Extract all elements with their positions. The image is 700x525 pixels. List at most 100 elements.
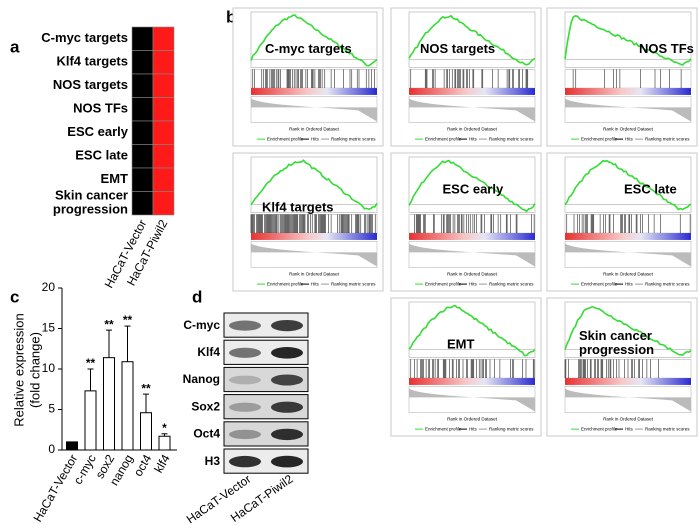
legend-label: Hits bbox=[625, 426, 633, 431]
rank-gradient bbox=[251, 233, 377, 240]
panel-label: b bbox=[226, 7, 236, 26]
protein-label: Klf4 bbox=[197, 345, 220, 359]
heatmap-cell bbox=[131, 97, 154, 122]
legend-label: Ranking metric scores bbox=[645, 136, 690, 141]
x-tick-label: oct4 bbox=[131, 452, 155, 479]
legend-label: Ranking metric scores bbox=[331, 136, 376, 141]
gsea-title: ESC early bbox=[443, 182, 504, 197]
es-curve bbox=[564, 305, 692, 356]
legend-label: Ranking metric scores bbox=[331, 281, 376, 286]
legend-label: Hits bbox=[311, 136, 319, 141]
significance: ** bbox=[104, 317, 114, 331]
x-axis-label: Rank in Ordered Dataset bbox=[603, 417, 654, 422]
row-label: ESC early bbox=[67, 124, 128, 139]
x-axis-label: Rank in Ordered Dataset bbox=[447, 127, 498, 132]
rank-gradient bbox=[565, 233, 691, 240]
es-curve bbox=[250, 14, 378, 67]
gsea-title: EMT bbox=[447, 336, 475, 351]
rank-gradient bbox=[565, 378, 691, 385]
panel-label: a bbox=[10, 37, 20, 56]
panel-label: d bbox=[192, 287, 202, 306]
hits-frame bbox=[250, 69, 378, 89]
heatmap-cell bbox=[152, 144, 175, 169]
blot-band bbox=[271, 401, 303, 413]
bar bbox=[140, 412, 152, 451]
significance: ** bbox=[86, 356, 96, 370]
rank-gradient bbox=[409, 88, 535, 95]
gsea-title: ESC late bbox=[624, 182, 677, 197]
es-curve bbox=[408, 14, 536, 66]
row-label: Klf4 targets bbox=[56, 54, 128, 69]
es-curve bbox=[564, 159, 692, 211]
y-tick-label: 5 bbox=[48, 402, 55, 416]
heatmap-cell bbox=[131, 50, 154, 75]
heatmap-cell bbox=[131, 167, 154, 192]
bar bbox=[158, 435, 171, 451]
blot-band bbox=[271, 455, 303, 468]
es-frame bbox=[408, 301, 536, 358]
gsea-title: progression bbox=[579, 342, 654, 357]
gsea-title: NOS TFs bbox=[639, 41, 694, 56]
legend-label: Enrichment profile bbox=[267, 281, 304, 286]
heatmap-cell bbox=[152, 50, 175, 75]
hits-frame bbox=[564, 69, 692, 89]
legend-label: Enrichment profile bbox=[425, 281, 462, 286]
row-label: NOS TFs bbox=[73, 101, 128, 116]
heatmap-cell bbox=[131, 191, 154, 216]
es-frame bbox=[564, 301, 692, 358]
gsea-title: Klf4 targets bbox=[262, 200, 334, 215]
rank-gradient bbox=[565, 88, 691, 95]
heatmap-cell bbox=[131, 120, 154, 145]
protein-label: Sox2 bbox=[191, 399, 220, 413]
gsea-title: C-myc targets bbox=[265, 41, 352, 56]
blot-band bbox=[229, 347, 261, 358]
legend-label: Enrichment profile bbox=[425, 136, 462, 141]
legend-label: Enrichment profile bbox=[581, 426, 618, 431]
blot-band bbox=[229, 402, 261, 412]
y-axis-label: Relative expression bbox=[11, 313, 26, 426]
protein-label: Nanog bbox=[183, 372, 220, 386]
legend-label: Hits bbox=[625, 281, 633, 286]
significance: ** bbox=[123, 313, 133, 327]
x-axis-label: Rank in Ordered Dataset bbox=[289, 272, 340, 277]
blot-band bbox=[229, 375, 261, 385]
y-tick-label: 10 bbox=[42, 361, 56, 375]
significance: ** bbox=[141, 381, 151, 395]
bar bbox=[66, 441, 78, 451]
legend-label: Hits bbox=[469, 281, 477, 286]
protein-label: C-myc bbox=[183, 318, 220, 332]
blot-band bbox=[229, 320, 261, 331]
rank-gradient bbox=[409, 378, 535, 385]
blot-frame bbox=[223, 394, 309, 420]
legend-label: Enrichment profile bbox=[581, 136, 618, 141]
legend-label: Ranking metric scores bbox=[645, 281, 690, 286]
heatmap-cell bbox=[152, 191, 175, 216]
heatmap-cell bbox=[152, 73, 175, 98]
protein-label: H3 bbox=[205, 454, 221, 468]
legend-label: Ranking metric scores bbox=[489, 281, 534, 286]
heatmap-cell bbox=[131, 73, 154, 98]
x-tick-label: klf4 bbox=[151, 452, 173, 475]
y-tick-label: 0 bbox=[48, 442, 55, 456]
blot-band bbox=[229, 429, 261, 440]
es-frame bbox=[564, 156, 692, 213]
x-axis-label: Rank in Ordered Dataset bbox=[447, 417, 498, 422]
es-curve bbox=[408, 304, 536, 357]
blot-band bbox=[271, 374, 303, 386]
x-axis-label: Rank in Ordered Dataset bbox=[603, 272, 654, 277]
legend-label: Hits bbox=[469, 136, 477, 141]
protein-label: Oct4 bbox=[193, 427, 220, 441]
x-axis-label: Rank in Ordered Dataset bbox=[447, 272, 498, 277]
gsea-title: NOS targets bbox=[420, 41, 495, 56]
legend-label: Enrichment profile bbox=[425, 426, 462, 431]
panel-label: c bbox=[10, 287, 19, 306]
heatmap-cell bbox=[152, 120, 175, 145]
es-frame bbox=[250, 156, 378, 213]
row-label: progression bbox=[53, 202, 128, 217]
legend-label: Ranking metric scores bbox=[489, 136, 534, 141]
x-axis-label: Rank in Ordered Dataset bbox=[603, 127, 654, 132]
row-label: EMT bbox=[101, 171, 129, 186]
legend-label: Enrichment profile bbox=[581, 281, 618, 286]
legend-label: Enrichment profile bbox=[267, 136, 304, 141]
blot-band bbox=[271, 428, 303, 441]
